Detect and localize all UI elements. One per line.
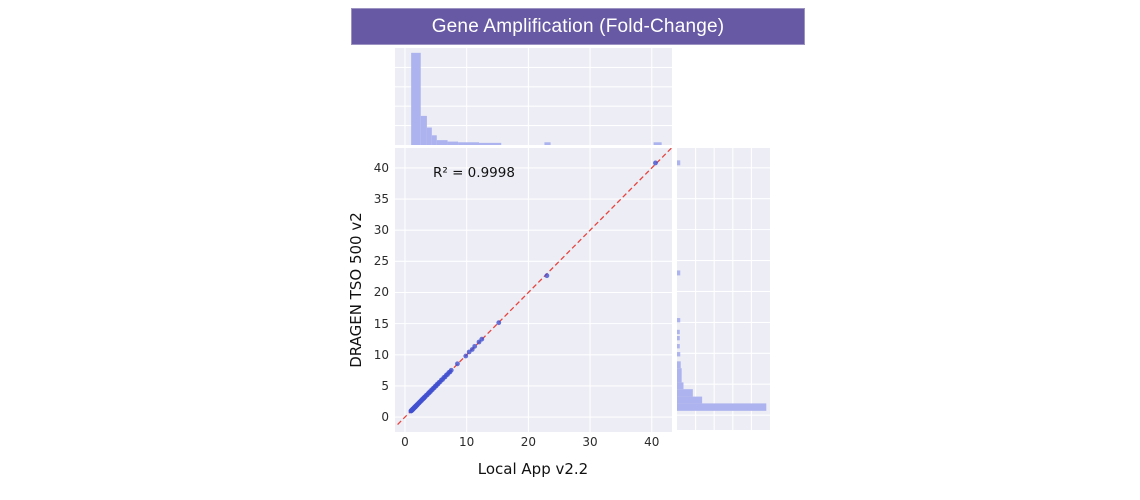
chart-title: Gene Amplification (Fold-Change) bbox=[431, 15, 725, 37]
hist-bar bbox=[677, 318, 681, 323]
right-hist-bg bbox=[677, 148, 770, 430]
y-tick-label: 10 bbox=[373, 347, 389, 362]
data-point bbox=[653, 160, 658, 166]
top-hist-bg bbox=[395, 48, 672, 145]
data-point bbox=[496, 320, 502, 326]
hist-bar bbox=[436, 140, 448, 145]
hist-bar bbox=[426, 127, 432, 145]
hist-bar bbox=[677, 352, 681, 357]
r-squared-annotation: R² = 0.9998 bbox=[433, 165, 515, 181]
data-point bbox=[455, 361, 460, 367]
y-tick-label: 30 bbox=[373, 223, 389, 238]
data-point bbox=[472, 343, 478, 349]
hist-bar bbox=[458, 142, 480, 145]
data-point bbox=[463, 353, 469, 359]
x-tick-label: 40 bbox=[644, 435, 660, 449]
scatter-bg bbox=[395, 148, 672, 432]
y-tick-label: 20 bbox=[373, 285, 389, 300]
chart-title-banner: Gene Amplification (Fold-Change) bbox=[351, 8, 805, 45]
y-tick-label: 35 bbox=[373, 192, 389, 207]
data-point bbox=[544, 273, 550, 279]
hist-bar bbox=[677, 382, 684, 390]
hist-bar bbox=[653, 142, 662, 145]
hist-bar bbox=[677, 389, 693, 397]
hist-bar bbox=[447, 141, 459, 145]
hist-bar bbox=[677, 361, 681, 369]
y-tick-label: 25 bbox=[373, 254, 389, 269]
hist-bar bbox=[677, 396, 703, 404]
hist-bar bbox=[677, 336, 680, 341]
hist-bar bbox=[431, 135, 437, 145]
hist-bar bbox=[677, 329, 680, 335]
y-tick-label: 15 bbox=[373, 316, 389, 331]
x-tick-label: 30 bbox=[582, 435, 598, 449]
y-axis-label-wrap: DRAGEN TSO 500 v2 bbox=[346, 148, 366, 432]
top-histogram-canvas bbox=[395, 48, 672, 145]
hist-bar bbox=[677, 270, 681, 276]
right-marginal-histogram bbox=[677, 148, 770, 430]
scatter-canvas bbox=[395, 148, 672, 432]
top-marginal-histogram bbox=[395, 48, 672, 145]
data-point bbox=[479, 336, 485, 342]
scatter-plot-panel: R² = 0.9998 bbox=[395, 148, 672, 432]
right-histogram-canvas bbox=[677, 148, 770, 430]
hist-bar bbox=[677, 368, 682, 383]
y-tick-label: 0 bbox=[381, 410, 389, 425]
hist-bar bbox=[677, 160, 681, 166]
y-axis-label: DRAGEN TSO 500 v2 bbox=[347, 212, 365, 368]
hist-bar bbox=[479, 142, 502, 145]
hist-bar bbox=[677, 403, 767, 411]
hist-bar bbox=[677, 344, 680, 349]
x-axis-label: Local App v2.2 bbox=[477, 460, 589, 478]
hist-bar bbox=[544, 142, 551, 145]
x-tick-label: 0 bbox=[401, 435, 409, 449]
hist-bar bbox=[411, 52, 421, 145]
data-point bbox=[448, 367, 454, 373]
y-tick-label: 40 bbox=[373, 160, 389, 175]
hist-bar bbox=[420, 115, 427, 145]
x-tick-label: 10 bbox=[459, 435, 475, 449]
y-tick-label: 5 bbox=[381, 378, 389, 393]
x-tick-label: 20 bbox=[520, 435, 537, 449]
